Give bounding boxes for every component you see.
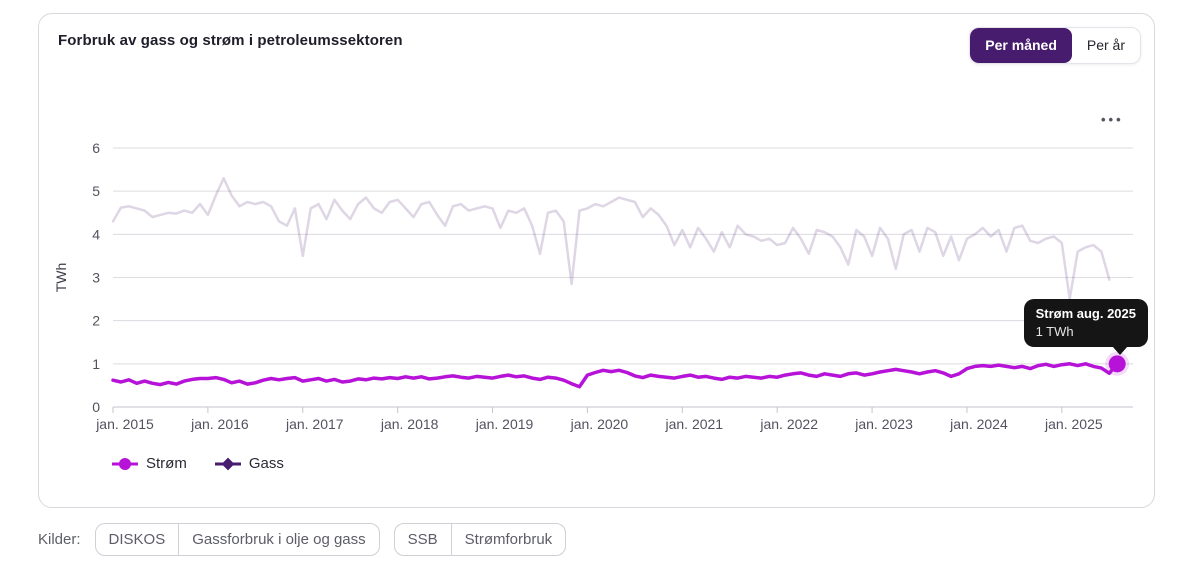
svg-text:jan. 2018: jan. 2018 xyxy=(380,416,439,432)
svg-text:5: 5 xyxy=(92,183,100,199)
svg-text:4: 4 xyxy=(92,226,100,242)
source-pill-diskos: DISKOS Gassforbruk i olje og gass xyxy=(95,523,380,556)
svg-text:TWh: TWh xyxy=(53,263,69,293)
svg-text:jan. 2022: jan. 2022 xyxy=(759,416,818,432)
source-org-diskos[interactable]: DISKOS xyxy=(96,524,179,555)
toggle-per-year-button[interactable]: Per år xyxy=(1072,28,1140,63)
sources-label: Kilder: xyxy=(38,531,81,548)
tooltip-arrow xyxy=(1112,346,1128,355)
tooltip-value: 1 TWh xyxy=(1036,324,1136,339)
svg-text:jan. 2016: jan. 2016 xyxy=(190,416,249,432)
legend-label-strom: Strøm xyxy=(146,455,187,472)
source-org-ssb[interactable]: SSB xyxy=(395,524,451,555)
period-toggle: Per måned Per år xyxy=(969,27,1141,64)
tooltip-series-and-date: Strøm aug. 2025 xyxy=(1036,306,1136,321)
chart-tooltip: Strøm aug. 2025 1 TWh xyxy=(1024,299,1148,347)
svg-text:jan. 2021: jan. 2021 xyxy=(664,416,723,432)
gass-line-diamond-icon xyxy=(215,457,241,471)
legend-label-gass: Gass xyxy=(249,455,284,472)
source-dataset-stromforbruk[interactable]: Strømforbruk xyxy=(451,524,566,555)
toggle-per-month-button[interactable]: Per måned xyxy=(970,28,1072,63)
strom-line-circle-icon xyxy=(112,457,138,471)
svg-text:jan. 2017: jan. 2017 xyxy=(285,416,344,432)
svg-text:3: 3 xyxy=(92,270,100,286)
source-dataset-gassforbruk[interactable]: Gassforbruk i olje og gass xyxy=(178,524,378,555)
svg-text:0: 0 xyxy=(92,399,100,415)
svg-text:2: 2 xyxy=(92,313,100,329)
sources-row: Kilder: DISKOS Gassforbruk i olje og gas… xyxy=(38,523,566,556)
svg-text:6: 6 xyxy=(92,140,100,156)
svg-text:jan. 2019: jan. 2019 xyxy=(475,416,534,432)
svg-text:jan. 2015: jan. 2015 xyxy=(95,416,154,432)
legend-item-strom[interactable]: Strøm xyxy=(112,455,187,472)
consumption-line-chart[interactable]: 0 1 2 3 4 5 6 TWh jan. 2015 jan. 2016 jan. 2017 jan… xyxy=(38,110,1155,445)
page: Forbruk av gass og strøm i petroleumssek… xyxy=(0,0,1200,565)
chart-title: Forbruk av gass og strøm i petroleumssek… xyxy=(58,32,403,49)
legend-item-gass[interactable]: Gass xyxy=(215,455,284,472)
chart-legend: Strøm Gass xyxy=(112,455,284,472)
source-pill-ssb: SSB Strømforbruk xyxy=(394,523,567,556)
svg-text:jan. 2020: jan. 2020 xyxy=(570,416,629,432)
svg-text:jan. 2023: jan. 2023 xyxy=(854,416,913,432)
svg-text:jan. 2025: jan. 2025 xyxy=(1044,416,1103,432)
svg-text:1: 1 xyxy=(92,356,100,372)
svg-text:jan. 2024: jan. 2024 xyxy=(949,416,1008,432)
